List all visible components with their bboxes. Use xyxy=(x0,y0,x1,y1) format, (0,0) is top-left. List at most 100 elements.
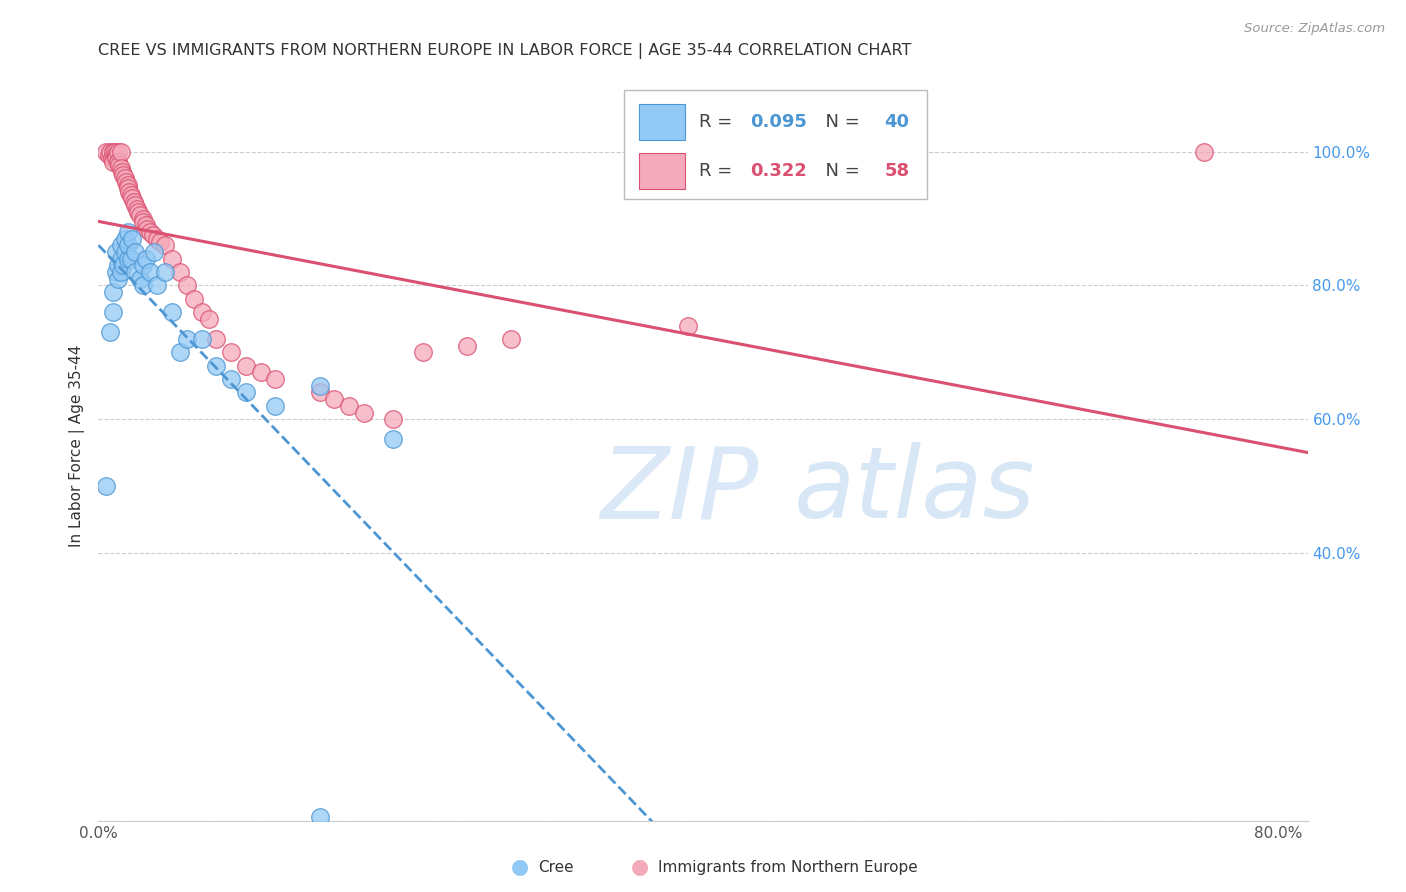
Point xyxy=(117,238,139,252)
Point xyxy=(249,366,271,380)
Point xyxy=(114,232,136,246)
Point xyxy=(219,372,242,386)
Point xyxy=(501,332,523,346)
Text: 0.095: 0.095 xyxy=(751,112,807,130)
Point xyxy=(353,406,375,420)
Point xyxy=(117,225,139,239)
Point xyxy=(308,385,330,400)
Point xyxy=(115,175,138,189)
Point xyxy=(101,154,124,169)
Point xyxy=(98,145,121,159)
Point xyxy=(153,238,176,252)
Point xyxy=(118,185,141,199)
Point xyxy=(110,238,132,252)
Point xyxy=(120,252,142,266)
Point xyxy=(131,278,153,293)
Point xyxy=(124,245,146,260)
Bar xyxy=(638,153,685,189)
Point xyxy=(124,265,146,279)
Point xyxy=(146,278,169,293)
Point xyxy=(124,198,146,212)
Point xyxy=(131,211,153,226)
Text: 0.322: 0.322 xyxy=(751,162,807,180)
Point xyxy=(160,252,183,266)
Point xyxy=(146,232,169,246)
Point xyxy=(105,148,128,162)
Point xyxy=(105,152,128,166)
Point xyxy=(169,345,191,359)
Point xyxy=(127,205,149,219)
Point xyxy=(114,245,136,260)
Point xyxy=(143,245,166,260)
Text: 58: 58 xyxy=(884,162,910,180)
Text: atlas: atlas xyxy=(793,442,1035,540)
Point xyxy=(264,399,287,413)
Point xyxy=(139,225,162,239)
Point xyxy=(101,285,124,300)
Point xyxy=(176,332,198,346)
Y-axis label: In Labor Force | Age 35-44: In Labor Force | Age 35-44 xyxy=(69,345,84,547)
Point xyxy=(120,188,142,202)
Point xyxy=(205,332,228,346)
Text: ●: ● xyxy=(631,857,648,877)
Point xyxy=(110,161,132,176)
Point xyxy=(105,245,128,260)
Point xyxy=(125,202,148,216)
Point xyxy=(110,265,132,279)
Point xyxy=(190,332,212,346)
Point xyxy=(135,252,157,266)
Text: R =: R = xyxy=(699,162,738,180)
Point xyxy=(108,158,131,172)
Point xyxy=(219,345,242,359)
Point xyxy=(101,305,124,319)
Point xyxy=(107,145,129,159)
Point xyxy=(149,235,172,249)
Point xyxy=(382,433,405,447)
Point xyxy=(678,318,700,333)
Text: ZIP: ZIP xyxy=(600,442,758,540)
Point xyxy=(176,278,198,293)
Bar xyxy=(638,103,685,139)
Point xyxy=(323,392,346,407)
Point xyxy=(135,219,157,233)
Point xyxy=(105,265,128,279)
Point xyxy=(110,145,132,159)
Point xyxy=(131,215,153,229)
Point xyxy=(382,412,405,426)
Text: Source: ZipAtlas.com: Source: ZipAtlas.com xyxy=(1244,22,1385,36)
Point xyxy=(121,232,143,246)
Point xyxy=(117,252,139,266)
Point xyxy=(190,305,212,319)
Point xyxy=(308,810,330,824)
Point xyxy=(337,399,360,413)
Text: CREE VS IMMIGRANTS FROM NORTHERN EUROPE IN LABOR FORCE | AGE 35-44 CORRELATION C: CREE VS IMMIGRANTS FROM NORTHERN EUROPE … xyxy=(98,43,912,59)
Point xyxy=(104,145,127,159)
Point xyxy=(128,271,150,285)
Point xyxy=(94,479,117,493)
Text: Immigrants from Northern Europe: Immigrants from Northern Europe xyxy=(658,860,918,874)
Point xyxy=(264,372,287,386)
Point xyxy=(235,359,257,373)
Point xyxy=(308,379,330,393)
Text: 40: 40 xyxy=(884,112,910,130)
Text: R =: R = xyxy=(699,112,738,130)
Point xyxy=(456,339,478,353)
Point xyxy=(205,359,228,373)
Point xyxy=(94,145,117,159)
Text: Cree: Cree xyxy=(538,860,574,874)
Point xyxy=(111,165,134,179)
Point xyxy=(136,221,159,235)
Text: ●: ● xyxy=(512,857,529,877)
Text: N =: N = xyxy=(814,162,866,180)
Point xyxy=(117,181,139,195)
Point xyxy=(169,265,191,279)
Point xyxy=(107,154,129,169)
Point xyxy=(100,152,122,166)
Point xyxy=(160,305,183,319)
Point xyxy=(131,259,153,273)
Point xyxy=(153,265,176,279)
Point xyxy=(114,171,136,186)
Point xyxy=(112,168,135,182)
Point xyxy=(412,345,434,359)
Point xyxy=(110,252,132,266)
